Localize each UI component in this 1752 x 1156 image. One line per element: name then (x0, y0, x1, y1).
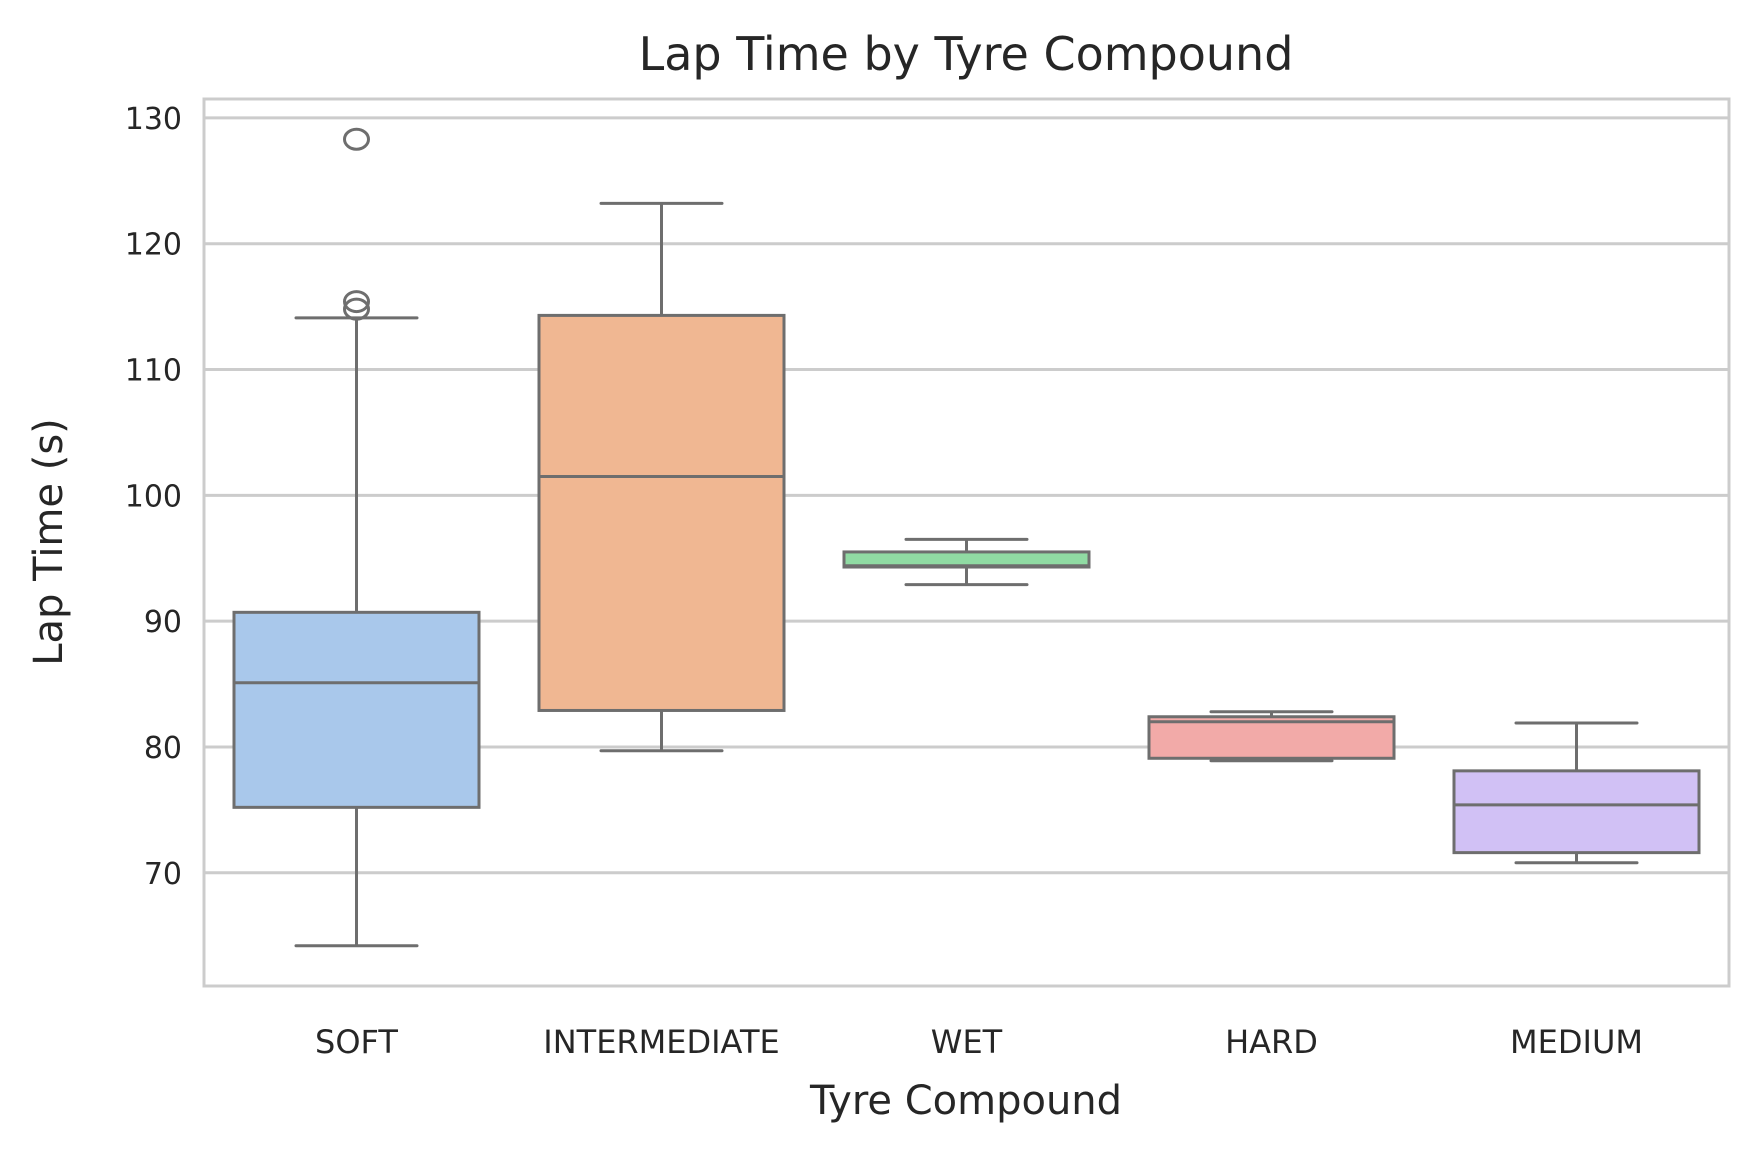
x-tick-label: WET (931, 1023, 1003, 1061)
outlier-point (343, 290, 370, 314)
iqr-box (1452, 769, 1701, 855)
y-axis-label: Lap Time (s) (26, 418, 72, 666)
iqr-box (537, 313, 786, 712)
box-medium (1452, 721, 1701, 865)
y-tick-label: 100 (125, 479, 182, 514)
box-intermediate (537, 201, 786, 753)
y-tick-label: 70 (144, 857, 182, 892)
x-tick-label: MEDIUM (1510, 1023, 1643, 1061)
iqr-box (1147, 715, 1396, 760)
y-tick-label: 80 (144, 731, 182, 766)
x-tick-label: HARD (1225, 1023, 1318, 1061)
y-tick-label: 110 (125, 354, 182, 389)
plot-frame (202, 97, 1731, 988)
y-tick-label: 90 (144, 605, 182, 640)
y-tick-label: 130 (125, 102, 182, 137)
box-soft (232, 127, 481, 948)
chart-title: Lap Time by Tyre Compound (639, 27, 1294, 81)
y-tick-label: 120 (125, 228, 182, 263)
x-tick-label: INTERMEDIATE (543, 1023, 779, 1061)
x-axis-label: Tyre Compound (809, 1078, 1122, 1124)
box-hard (1147, 710, 1396, 763)
x-tick-label: SOFT (315, 1023, 398, 1061)
box-wet (842, 537, 1091, 587)
outlier-point (343, 297, 370, 321)
outlier-point (343, 127, 370, 151)
iqr-box (232, 610, 481, 809)
